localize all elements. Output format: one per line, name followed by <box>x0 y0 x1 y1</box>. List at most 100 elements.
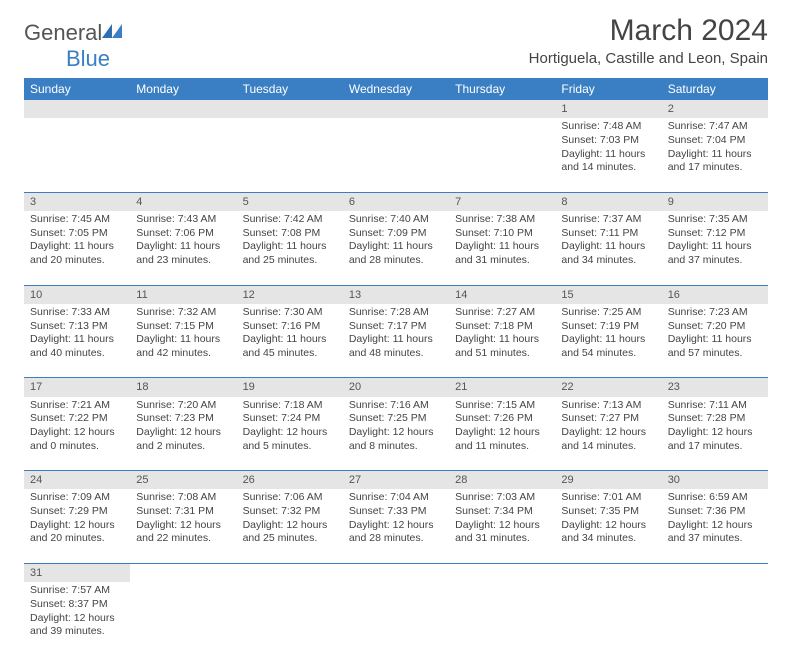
day-number <box>24 100 130 118</box>
day-number: 22 <box>555 378 661 397</box>
day-detail <box>343 582 449 656</box>
day-number: 12 <box>237 285 343 304</box>
day-detail <box>24 118 130 192</box>
day-detail: Sunrise: 7:04 AMSunset: 7:33 PMDaylight:… <box>343 489 449 563</box>
day-detail: Sunrise: 7:40 AMSunset: 7:09 PMDaylight:… <box>343 211 449 285</box>
month-title: March 2024 <box>529 14 768 48</box>
detail-row: Sunrise: 7:48 AMSunset: 7:03 PMDaylight:… <box>24 118 768 192</box>
day-number: 21 <box>449 378 555 397</box>
logo: GeneralBlue <box>24 20 124 72</box>
day-number <box>343 100 449 118</box>
col-tue: Tuesday <box>237 78 343 100</box>
day-detail: Sunrise: 7:18 AMSunset: 7:24 PMDaylight:… <box>237 397 343 471</box>
day-detail: Sunrise: 7:11 AMSunset: 7:28 PMDaylight:… <box>662 397 768 471</box>
day-detail: Sunrise: 7:25 AMSunset: 7:19 PMDaylight:… <box>555 304 661 378</box>
daynum-row: 10111213141516 <box>24 285 768 304</box>
col-thu: Thursday <box>449 78 555 100</box>
day-detail <box>449 582 555 656</box>
col-fri: Friday <box>555 78 661 100</box>
day-detail: Sunrise: 7:42 AMSunset: 7:08 PMDaylight:… <box>237 211 343 285</box>
day-number: 31 <box>24 563 130 582</box>
day-number: 15 <box>555 285 661 304</box>
day-detail: Sunrise: 7:13 AMSunset: 7:27 PMDaylight:… <box>555 397 661 471</box>
day-detail: Sunrise: 7:27 AMSunset: 7:18 PMDaylight:… <box>449 304 555 378</box>
day-number: 27 <box>343 471 449 490</box>
daynum-row: 12 <box>24 100 768 118</box>
day-detail: Sunrise: 7:21 AMSunset: 7:22 PMDaylight:… <box>24 397 130 471</box>
day-number <box>130 100 236 118</box>
daynum-row: 17181920212223 <box>24 378 768 397</box>
day-number: 29 <box>555 471 661 490</box>
day-detail <box>237 582 343 656</box>
day-number: 26 <box>237 471 343 490</box>
header: GeneralBlue March 2024 Hortiguela, Casti… <box>24 14 768 72</box>
day-detail: Sunrise: 7:32 AMSunset: 7:15 PMDaylight:… <box>130 304 236 378</box>
day-detail <box>237 118 343 192</box>
day-detail: Sunrise: 7:43 AMSunset: 7:06 PMDaylight:… <box>130 211 236 285</box>
day-number <box>343 563 449 582</box>
day-detail: Sunrise: 7:15 AMSunset: 7:26 PMDaylight:… <box>449 397 555 471</box>
day-number <box>449 100 555 118</box>
day-detail: Sunrise: 6:59 AMSunset: 7:36 PMDaylight:… <box>662 489 768 563</box>
day-detail: Sunrise: 7:03 AMSunset: 7:34 PMDaylight:… <box>449 489 555 563</box>
detail-row: Sunrise: 7:21 AMSunset: 7:22 PMDaylight:… <box>24 397 768 471</box>
location: Hortiguela, Castille and Leon, Spain <box>529 50 768 67</box>
col-wed: Wednesday <box>343 78 449 100</box>
day-detail <box>343 118 449 192</box>
day-detail: Sunrise: 7:20 AMSunset: 7:23 PMDaylight:… <box>130 397 236 471</box>
logo-word1: General <box>24 20 102 45</box>
day-detail <box>555 582 661 656</box>
day-detail: Sunrise: 7:06 AMSunset: 7:32 PMDaylight:… <box>237 489 343 563</box>
daynum-row: 3456789 <box>24 192 768 211</box>
day-number: 5 <box>237 192 343 211</box>
day-number: 1 <box>555 100 661 118</box>
col-sat: Saturday <box>662 78 768 100</box>
day-number: 9 <box>662 192 768 211</box>
day-number: 16 <box>662 285 768 304</box>
day-number: 17 <box>24 378 130 397</box>
detail-row: Sunrise: 7:09 AMSunset: 7:29 PMDaylight:… <box>24 489 768 563</box>
col-sun: Sunday <box>24 78 130 100</box>
day-number: 10 <box>24 285 130 304</box>
day-number: 7 <box>449 192 555 211</box>
day-detail: Sunrise: 7:47 AMSunset: 7:04 PMDaylight:… <box>662 118 768 192</box>
day-number: 18 <box>130 378 236 397</box>
day-detail: Sunrise: 7:37 AMSunset: 7:11 PMDaylight:… <box>555 211 661 285</box>
day-number: 8 <box>555 192 661 211</box>
day-number <box>237 563 343 582</box>
day-detail: Sunrise: 7:33 AMSunset: 7:13 PMDaylight:… <box>24 304 130 378</box>
day-detail: Sunrise: 7:30 AMSunset: 7:16 PMDaylight:… <box>237 304 343 378</box>
day-detail: Sunrise: 7:09 AMSunset: 7:29 PMDaylight:… <box>24 489 130 563</box>
day-number: 30 <box>662 471 768 490</box>
day-detail: Sunrise: 7:38 AMSunset: 7:10 PMDaylight:… <box>449 211 555 285</box>
daynum-row: 31 <box>24 563 768 582</box>
day-number <box>130 563 236 582</box>
day-detail: Sunrise: 7:28 AMSunset: 7:17 PMDaylight:… <box>343 304 449 378</box>
day-number: 14 <box>449 285 555 304</box>
day-detail <box>449 118 555 192</box>
detail-row: Sunrise: 7:33 AMSunset: 7:13 PMDaylight:… <box>24 304 768 378</box>
day-detail <box>130 582 236 656</box>
logo-text: GeneralBlue <box>24 20 124 72</box>
day-number <box>555 563 661 582</box>
day-detail: Sunrise: 7:57 AMSunset: 8:37 PMDaylight:… <box>24 582 130 656</box>
day-number: 23 <box>662 378 768 397</box>
logo-icon <box>102 20 124 46</box>
header-row: Sunday Monday Tuesday Wednesday Thursday… <box>24 78 768 100</box>
day-number: 11 <box>130 285 236 304</box>
day-detail: Sunrise: 7:08 AMSunset: 7:31 PMDaylight:… <box>130 489 236 563</box>
logo-word2: Blue <box>66 46 110 71</box>
day-number: 3 <box>24 192 130 211</box>
day-detail <box>662 582 768 656</box>
day-number: 19 <box>237 378 343 397</box>
day-number <box>237 100 343 118</box>
day-number: 2 <box>662 100 768 118</box>
day-number <box>449 563 555 582</box>
day-number: 20 <box>343 378 449 397</box>
col-mon: Monday <box>130 78 236 100</box>
day-detail: Sunrise: 7:23 AMSunset: 7:20 PMDaylight:… <box>662 304 768 378</box>
day-number: 24 <box>24 471 130 490</box>
day-detail: Sunrise: 7:48 AMSunset: 7:03 PMDaylight:… <box>555 118 661 192</box>
day-detail: Sunrise: 7:01 AMSunset: 7:35 PMDaylight:… <box>555 489 661 563</box>
day-number: 28 <box>449 471 555 490</box>
